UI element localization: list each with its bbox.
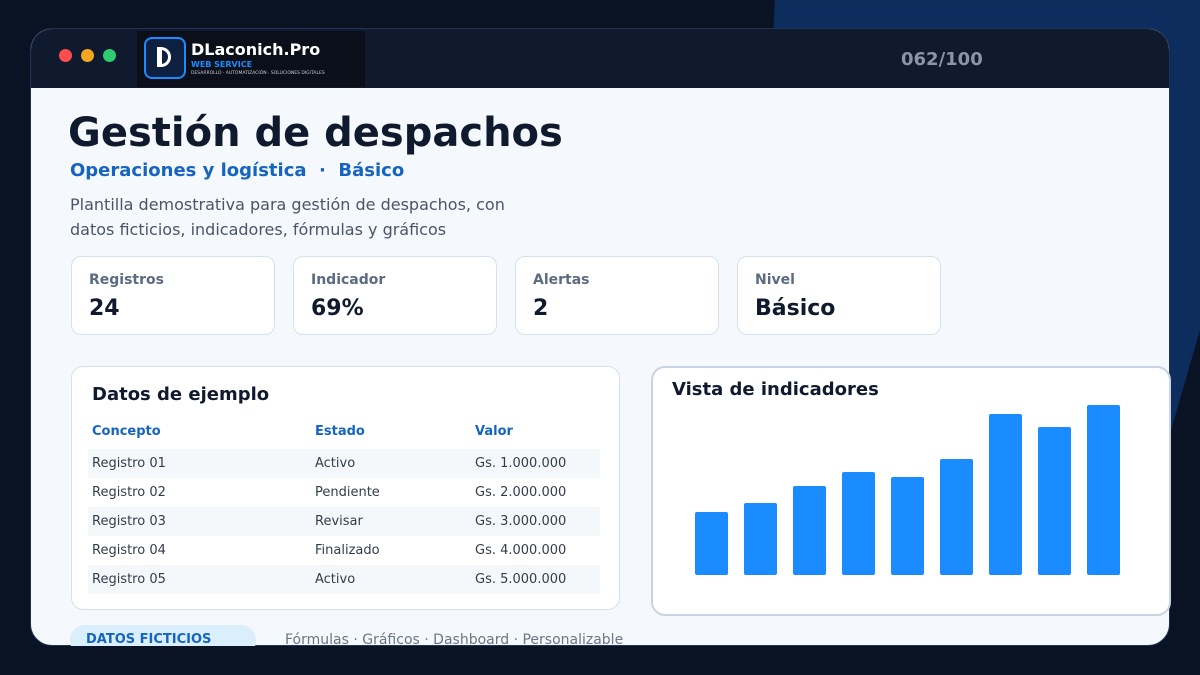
- card: Alertas 2: [515, 256, 719, 335]
- dot-green[interactable]: [103, 49, 116, 62]
- table-row: Registro 02 Pendiente Gs. 2.000.000: [88, 478, 600, 507]
- bar: [744, 503, 777, 575]
- table-cell: Registro 03: [92, 514, 166, 529]
- card-value: 69%: [311, 296, 364, 321]
- table-row: Registro 04 Finalizado Gs. 4.000.000: [88, 536, 600, 565]
- table-row: Registro 01 Activo Gs. 1.000.000: [88, 449, 600, 478]
- table-cell: Registro 01: [92, 456, 166, 471]
- subtitle: Operaciones y logística · Básico: [70, 160, 405, 181]
- bar: [891, 477, 924, 575]
- brand: DLaconich.Pro: [191, 40, 321, 59]
- title-bar: DLaconich.Pro WEB SERVICE DESARROLLO · A…: [31, 29, 1169, 88]
- tagline: WEB SERVICE: [191, 60, 253, 69]
- column-header: Valor: [475, 424, 513, 439]
- logo: DLaconich.Pro WEB SERVICE DESARROLLO · A…: [137, 31, 365, 87]
- bar: [1038, 427, 1071, 575]
- services: DESARROLLO · AUTOMATIZACIÓN · SOLUCIONES…: [191, 71, 325, 76]
- bar: [989, 414, 1022, 575]
- table-cell: Registro 04: [92, 543, 166, 558]
- table-cell: Registro 02: [92, 485, 166, 500]
- column-header: Estado: [315, 424, 365, 439]
- card-label: Alertas: [533, 272, 590, 288]
- table-cell: Revisar: [315, 514, 363, 529]
- bar: [793, 486, 826, 575]
- card-value: 2: [533, 296, 549, 321]
- table-row: Registro 05 Activo Gs. 5.000.000: [88, 565, 600, 594]
- table-cell: Pendiente: [315, 485, 380, 500]
- table-cell: Gs. 1.000.000: [475, 456, 567, 471]
- card: Registros 24: [71, 256, 275, 335]
- bar: [695, 512, 728, 575]
- badge-text: DATOS FICTICIOS: [86, 632, 212, 647]
- card-label: Indicador: [311, 272, 386, 288]
- card-label: Nivel: [755, 272, 795, 288]
- card-value: Básico: [755, 296, 836, 321]
- card-value: 24: [89, 296, 120, 321]
- title: Gestión de despachos: [68, 110, 563, 156]
- table-cell: Gs. 3.000.000: [475, 514, 567, 529]
- table-title: Datos de ejemplo: [92, 384, 270, 405]
- bar: [1087, 405, 1120, 575]
- table-row: Registro 03 Revisar Gs. 3.000.000: [88, 507, 600, 536]
- logo-icon: [144, 37, 186, 79]
- dot-red[interactable]: [59, 49, 72, 62]
- table-cell: Gs. 5.000.000: [475, 572, 567, 587]
- table-cell: Gs. 2.000.000: [475, 485, 567, 500]
- features: Fórmulas · Gráficos · Dashboard · Person…: [285, 632, 624, 648]
- logo-glyph: [157, 47, 171, 67]
- chart-title: Vista de indicadores: [672, 379, 879, 400]
- table-cell: Activo: [315, 572, 356, 587]
- bar: [842, 472, 875, 575]
- card-label: Registros: [89, 272, 164, 288]
- dot-yellow[interactable]: [81, 49, 94, 62]
- table-cell: Gs. 4.000.000: [475, 543, 567, 558]
- table-cell: Registro 05: [92, 572, 166, 587]
- table-cell: Finalizado: [315, 543, 380, 558]
- column-header: Concepto: [92, 424, 161, 439]
- counter: 062/100: [901, 49, 983, 70]
- bar: [940, 459, 973, 575]
- card: Indicador 69%: [293, 256, 497, 335]
- card: Nivel Básico: [737, 256, 941, 335]
- table-cell: Activo: [315, 456, 356, 471]
- description: Plantilla demostrativa para gestión de d…: [70, 195, 505, 239]
- bottom-frame: [0, 646, 1200, 675]
